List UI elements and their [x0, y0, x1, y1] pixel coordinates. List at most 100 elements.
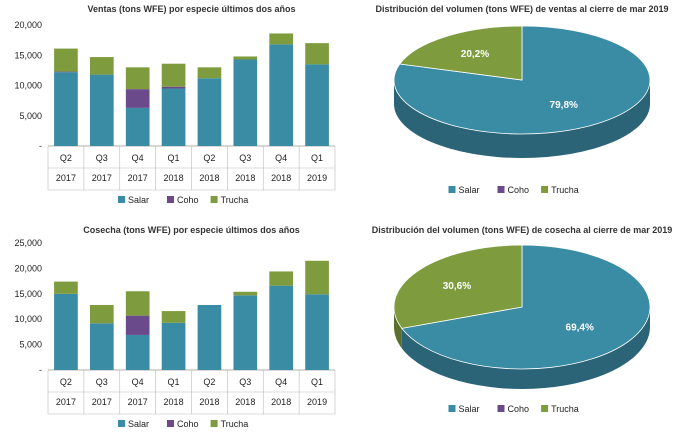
bar-coho-2-2: [125, 315, 150, 335]
legend-label-coho-0: Coho: [177, 195, 199, 205]
y-tick-label-0-4: 20,000: [14, 20, 42, 30]
legend-swatch-coho-3: [497, 405, 505, 412]
chart-title-1: Distribución del volumen (tons WFE) de v…: [375, 4, 668, 14]
bar-trucha-2-0: [54, 281, 78, 294]
pie-label-trucha-1: 20,2%: [461, 49, 489, 60]
bar-salar-0-5: [233, 59, 258, 146]
bar-trucha-0-6: [269, 33, 294, 45]
x-tick-year-2-0: 2017: [56, 397, 76, 407]
bar-trucha-2-1: [89, 304, 114, 324]
y-tick-label-0-0: -: [39, 141, 42, 151]
pie-chart-1: Distribución del volumen (tons WFE) de v…: [375, 4, 669, 158]
bar-trucha-2-3: [161, 311, 186, 323]
bar-salar-2-1: [89, 323, 114, 370]
bar-salar-0-4: [197, 78, 222, 146]
x-tick-year-0-5: 2018: [235, 173, 255, 183]
legend-swatch-coho-1: [497, 186, 505, 193]
x-tick-quarter-2-0: Q2: [60, 377, 72, 387]
bar-trucha-2-5: [233, 291, 258, 296]
chart-title-3: Distribución del volumen (tons WFE) de c…: [372, 225, 673, 235]
legend-label-trucha-0: Trucha: [221, 195, 249, 205]
bar-chart-2: Cosecha (tons WFE) por especie últimos d…: [14, 225, 336, 415]
bar-trucha-2-7: [305, 260, 329, 295]
bar-salar-2-4: [197, 304, 222, 370]
x-tick-quarter-2-1: Q3: [96, 377, 108, 387]
legend-swatch-coho-0: [167, 196, 174, 203]
pie-side-salar-3: [401, 307, 650, 389]
y-tick-label-2-1: 5,000: [19, 340, 42, 350]
pie-label-salar-1: 79,8%: [550, 100, 578, 111]
pie-slice-trucha-1: [399, 25, 523, 81]
legend-swatch-trucha-2: [210, 420, 218, 427]
pie-side-trucha-3: [394, 307, 402, 349]
x-tick-year-2-4: 2018: [199, 397, 219, 407]
x-tick-quarter-2-7: Q1: [311, 377, 323, 387]
chart-title-2: Cosecha (tons WFE) por especie últimos d…: [83, 225, 300, 235]
x-tick-quarter-0-0: Q2: [60, 153, 72, 163]
legend-label-trucha-3: Trucha: [551, 404, 579, 414]
legend-label-coho-2: Coho: [177, 419, 199, 429]
legend-label-coho-1: Coho: [508, 185, 530, 195]
x-tick-quarter-0-3: Q1: [168, 153, 180, 163]
pie-slice-salar-1: [393, 25, 651, 135]
bar-trucha-2-2: [125, 291, 150, 316]
x-tick-quarter-0-4: Q2: [203, 153, 215, 163]
x-tick-quarter-2-5: Q3: [239, 377, 251, 387]
x-tick-quarter-2-3: Q1: [168, 377, 180, 387]
x-tick-year-0-3: 2018: [164, 173, 184, 183]
bar-chart-0: Ventas (tons WFE) por especie últimos do…: [14, 4, 336, 191]
x-tick-year-0-6: 2018: [271, 173, 291, 183]
bar-salar-0-0: [54, 72, 78, 146]
bar-trucha-0-4: [197, 67, 222, 79]
bar-trucha-0-7: [305, 43, 329, 65]
y-tick-label-2-0: -: [39, 365, 42, 375]
legend-label-salar-2: Salar: [128, 419, 149, 429]
y-tick-label-2-3: 15,000: [14, 289, 42, 299]
x-tick-quarter-2-2: Q4: [132, 377, 144, 387]
bar-salar-2-3: [161, 322, 186, 370]
x-tick-year-2-7: 2019: [307, 397, 327, 407]
x-tick-year-2-6: 2018: [271, 397, 291, 407]
pie-label-trucha-3: 30,6%: [443, 281, 471, 292]
bar-trucha-0-1: [89, 57, 114, 75]
x-tick-year-0-0: 2017: [56, 173, 76, 183]
x-tick-year-2-1: 2017: [92, 397, 112, 407]
bar-salar-2-2: [125, 334, 150, 370]
legend-swatch-trucha-1: [541, 186, 549, 193]
y-tick-label-0-1: 5,000: [19, 111, 42, 121]
x-tick-year-0-7: 2019: [307, 173, 327, 183]
y-tick-label-2-5: 25,000: [14, 238, 42, 248]
x-tick-year-2-5: 2018: [235, 397, 255, 407]
pie-chart-3: Distribución del volumen (tons WFE) de c…: [372, 225, 673, 389]
x-tick-quarter-0-6: Q4: [275, 153, 287, 163]
pie-slice-trucha-3: [393, 244, 523, 329]
x-tick-quarter-0-7: Q1: [311, 153, 323, 163]
x-tick-quarter-0-5: Q3: [239, 153, 251, 163]
legend-label-coho-3: Coho: [508, 404, 530, 414]
bar-salar-0-3: [161, 88, 186, 146]
bar-trucha-0-5: [233, 56, 258, 60]
x-tick-year-2-2: 2017: [128, 397, 148, 407]
bar-coho-0-0: [54, 71, 78, 73]
x-tick-year-2-3: 2018: [164, 397, 184, 407]
bar-trucha-0-3: [161, 63, 186, 87]
pie-slice-salar-3: [401, 244, 651, 370]
y-tick-label-2-2: 10,000: [14, 314, 42, 324]
x-tick-quarter-0-2: Q4: [132, 153, 144, 163]
legend-swatch-trucha-3: [541, 405, 549, 412]
bar-salar-0-6: [269, 44, 294, 146]
y-tick-label-0-2: 10,000: [14, 81, 42, 91]
legend-swatch-salar-0: [118, 196, 125, 203]
legend-label-trucha-2: Trucha: [221, 419, 249, 429]
x-tick-quarter-2-4: Q2: [203, 377, 215, 387]
bar-salar-0-2: [125, 107, 150, 146]
bar-coho-0-2: [125, 89, 150, 108]
legend-label-salar-3: Salar: [459, 404, 480, 414]
legend-swatch-salar-2: [118, 420, 125, 427]
bar-salar-2-7: [305, 294, 329, 370]
legend-swatch-salar-1: [448, 186, 456, 193]
legend-label-salar-0: Salar: [128, 195, 149, 205]
x-tick-year-0-4: 2018: [199, 173, 219, 183]
pie-label-salar-3: 69,4%: [566, 323, 594, 334]
